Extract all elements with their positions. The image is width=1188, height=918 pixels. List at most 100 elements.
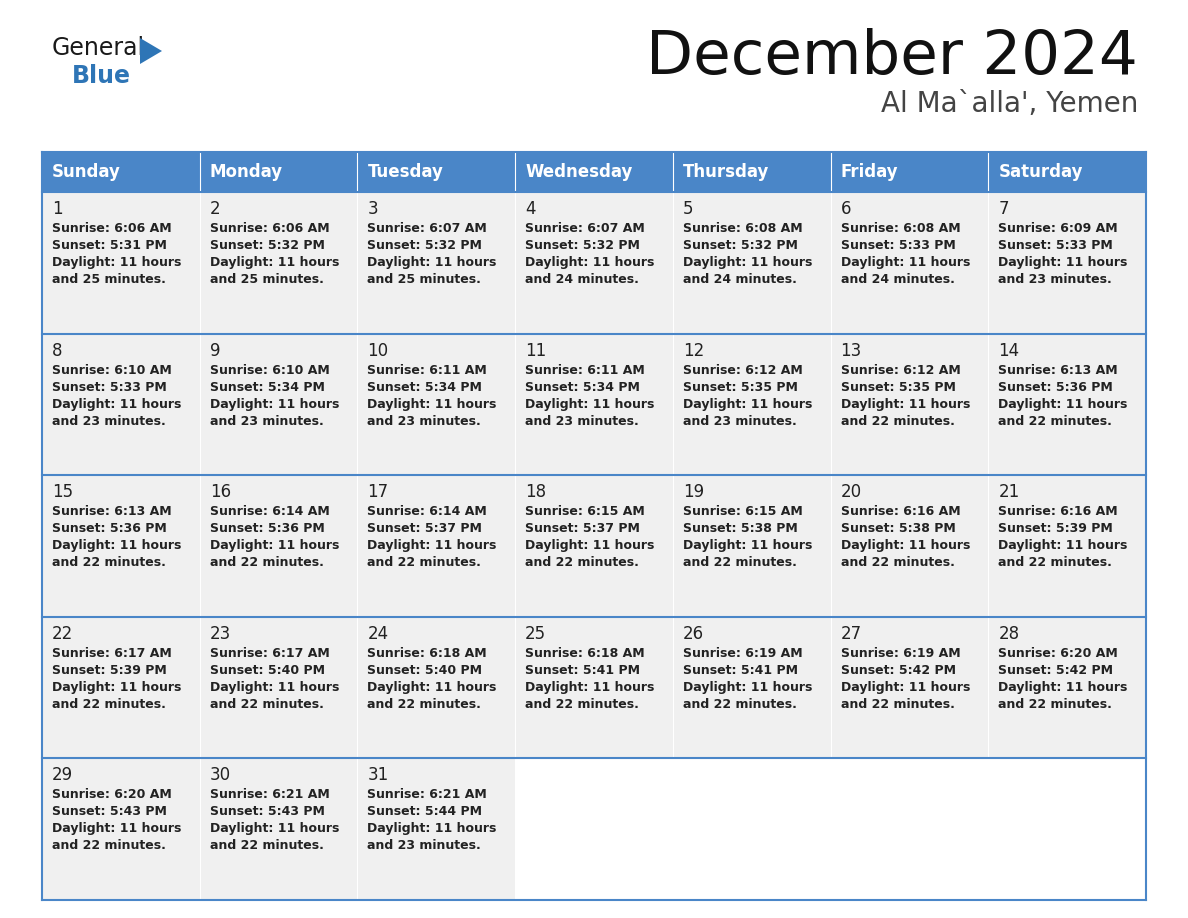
Text: and 24 minutes.: and 24 minutes. bbox=[841, 273, 954, 286]
Text: and 22 minutes.: and 22 minutes. bbox=[210, 556, 323, 569]
Text: 10: 10 bbox=[367, 341, 388, 360]
Text: Sunset: 5:32 PM: Sunset: 5:32 PM bbox=[683, 239, 797, 252]
Text: and 23 minutes.: and 23 minutes. bbox=[998, 273, 1112, 286]
Text: Sunset: 5:32 PM: Sunset: 5:32 PM bbox=[210, 239, 324, 252]
Bar bbox=[830, 758, 988, 900]
Text: December 2024: December 2024 bbox=[646, 28, 1138, 87]
Text: Sunrise: 6:20 AM: Sunrise: 6:20 AM bbox=[52, 789, 172, 801]
Bar bbox=[672, 758, 830, 900]
Bar bbox=[830, 476, 988, 617]
Bar bbox=[200, 333, 358, 476]
Bar bbox=[42, 152, 200, 192]
Text: Sunrise: 6:07 AM: Sunrise: 6:07 AM bbox=[525, 222, 645, 235]
Text: Daylight: 11 hours: Daylight: 11 hours bbox=[52, 539, 182, 553]
Text: Sunrise: 6:16 AM: Sunrise: 6:16 AM bbox=[841, 505, 960, 518]
Text: Daylight: 11 hours: Daylight: 11 hours bbox=[52, 823, 182, 835]
Bar bbox=[200, 758, 358, 900]
Bar bbox=[200, 192, 358, 333]
Text: and 22 minutes.: and 22 minutes. bbox=[367, 556, 481, 569]
Text: Sunset: 5:36 PM: Sunset: 5:36 PM bbox=[210, 522, 324, 535]
Text: Sunset: 5:40 PM: Sunset: 5:40 PM bbox=[210, 664, 324, 677]
Bar bbox=[988, 192, 1146, 333]
Text: 3: 3 bbox=[367, 200, 378, 218]
Text: Sunset: 5:32 PM: Sunset: 5:32 PM bbox=[525, 239, 640, 252]
Text: Sunrise: 6:15 AM: Sunrise: 6:15 AM bbox=[683, 505, 803, 518]
Text: Sunrise: 6:12 AM: Sunrise: 6:12 AM bbox=[841, 364, 960, 376]
Text: and 23 minutes.: and 23 minutes. bbox=[683, 415, 797, 428]
Text: and 25 minutes.: and 25 minutes. bbox=[367, 273, 481, 286]
Text: Sunrise: 6:16 AM: Sunrise: 6:16 AM bbox=[998, 505, 1118, 518]
Text: Sunrise: 6:19 AM: Sunrise: 6:19 AM bbox=[841, 647, 960, 660]
Text: Daylight: 11 hours: Daylight: 11 hours bbox=[841, 397, 969, 410]
Text: Sunrise: 6:17 AM: Sunrise: 6:17 AM bbox=[52, 647, 172, 660]
Bar bbox=[516, 152, 672, 192]
Text: Daylight: 11 hours: Daylight: 11 hours bbox=[210, 539, 339, 553]
Text: Sunset: 5:40 PM: Sunset: 5:40 PM bbox=[367, 664, 482, 677]
Text: Daylight: 11 hours: Daylight: 11 hours bbox=[683, 397, 813, 410]
Text: Monday: Monday bbox=[210, 163, 283, 181]
Text: Sunrise: 6:06 AM: Sunrise: 6:06 AM bbox=[52, 222, 171, 235]
Text: 24: 24 bbox=[367, 625, 388, 643]
Text: Sunrise: 6:18 AM: Sunrise: 6:18 AM bbox=[525, 647, 645, 660]
Text: Daylight: 11 hours: Daylight: 11 hours bbox=[683, 539, 813, 553]
Text: Sunrise: 6:10 AM: Sunrise: 6:10 AM bbox=[52, 364, 172, 376]
Text: Daylight: 11 hours: Daylight: 11 hours bbox=[998, 256, 1127, 269]
Text: and 22 minutes.: and 22 minutes. bbox=[683, 698, 797, 711]
Text: Daylight: 11 hours: Daylight: 11 hours bbox=[998, 397, 1127, 410]
Text: Sunrise: 6:19 AM: Sunrise: 6:19 AM bbox=[683, 647, 802, 660]
Bar bbox=[830, 333, 988, 476]
Text: Daylight: 11 hours: Daylight: 11 hours bbox=[52, 256, 182, 269]
Text: Sunset: 5:42 PM: Sunset: 5:42 PM bbox=[998, 664, 1113, 677]
Text: Sunset: 5:41 PM: Sunset: 5:41 PM bbox=[683, 664, 798, 677]
Text: Sunset: 5:39 PM: Sunset: 5:39 PM bbox=[998, 522, 1113, 535]
Bar bbox=[672, 333, 830, 476]
Text: Daylight: 11 hours: Daylight: 11 hours bbox=[841, 256, 969, 269]
Text: Daylight: 11 hours: Daylight: 11 hours bbox=[683, 681, 813, 694]
Bar bbox=[830, 617, 988, 758]
Text: 15: 15 bbox=[52, 483, 74, 501]
Text: Wednesday: Wednesday bbox=[525, 163, 632, 181]
Polygon shape bbox=[140, 38, 162, 64]
Text: Sunrise: 6:08 AM: Sunrise: 6:08 AM bbox=[683, 222, 802, 235]
Text: Blue: Blue bbox=[72, 64, 131, 88]
Bar bbox=[830, 192, 988, 333]
Text: 6: 6 bbox=[841, 200, 851, 218]
Text: 26: 26 bbox=[683, 625, 704, 643]
Text: 8: 8 bbox=[52, 341, 63, 360]
Text: Sunset: 5:34 PM: Sunset: 5:34 PM bbox=[210, 381, 324, 394]
Text: 4: 4 bbox=[525, 200, 536, 218]
Bar bbox=[358, 152, 516, 192]
Text: Sunrise: 6:11 AM: Sunrise: 6:11 AM bbox=[367, 364, 487, 376]
Text: 31: 31 bbox=[367, 767, 388, 784]
Text: and 22 minutes.: and 22 minutes. bbox=[210, 839, 323, 853]
Text: Sunrise: 6:15 AM: Sunrise: 6:15 AM bbox=[525, 505, 645, 518]
Text: Sunrise: 6:06 AM: Sunrise: 6:06 AM bbox=[210, 222, 329, 235]
Text: Sunset: 5:33 PM: Sunset: 5:33 PM bbox=[52, 381, 166, 394]
Text: Daylight: 11 hours: Daylight: 11 hours bbox=[210, 823, 339, 835]
Text: Daylight: 11 hours: Daylight: 11 hours bbox=[367, 823, 497, 835]
Text: Sunset: 5:35 PM: Sunset: 5:35 PM bbox=[683, 381, 797, 394]
Bar bbox=[358, 192, 516, 333]
Text: Daylight: 11 hours: Daylight: 11 hours bbox=[210, 397, 339, 410]
Text: and 22 minutes.: and 22 minutes. bbox=[998, 698, 1112, 711]
Text: Sunrise: 6:12 AM: Sunrise: 6:12 AM bbox=[683, 364, 803, 376]
Text: Sunrise: 6:13 AM: Sunrise: 6:13 AM bbox=[52, 505, 171, 518]
Text: Sunrise: 6:13 AM: Sunrise: 6:13 AM bbox=[998, 364, 1118, 376]
Text: and 22 minutes.: and 22 minutes. bbox=[683, 556, 797, 569]
Text: 25: 25 bbox=[525, 625, 546, 643]
Text: Sunset: 5:37 PM: Sunset: 5:37 PM bbox=[525, 522, 640, 535]
Text: Sunrise: 6:08 AM: Sunrise: 6:08 AM bbox=[841, 222, 960, 235]
Text: Daylight: 11 hours: Daylight: 11 hours bbox=[525, 539, 655, 553]
Text: Sunset: 5:33 PM: Sunset: 5:33 PM bbox=[841, 239, 955, 252]
Bar bbox=[516, 333, 672, 476]
Text: and 24 minutes.: and 24 minutes. bbox=[525, 273, 639, 286]
Text: and 22 minutes.: and 22 minutes. bbox=[525, 556, 639, 569]
Bar bbox=[988, 152, 1146, 192]
Bar bbox=[516, 758, 672, 900]
Bar bbox=[358, 617, 516, 758]
Text: Daylight: 11 hours: Daylight: 11 hours bbox=[525, 681, 655, 694]
Text: 14: 14 bbox=[998, 341, 1019, 360]
Text: Sunset: 5:34 PM: Sunset: 5:34 PM bbox=[525, 381, 640, 394]
Text: and 25 minutes.: and 25 minutes. bbox=[210, 273, 323, 286]
Text: Sunset: 5:37 PM: Sunset: 5:37 PM bbox=[367, 522, 482, 535]
